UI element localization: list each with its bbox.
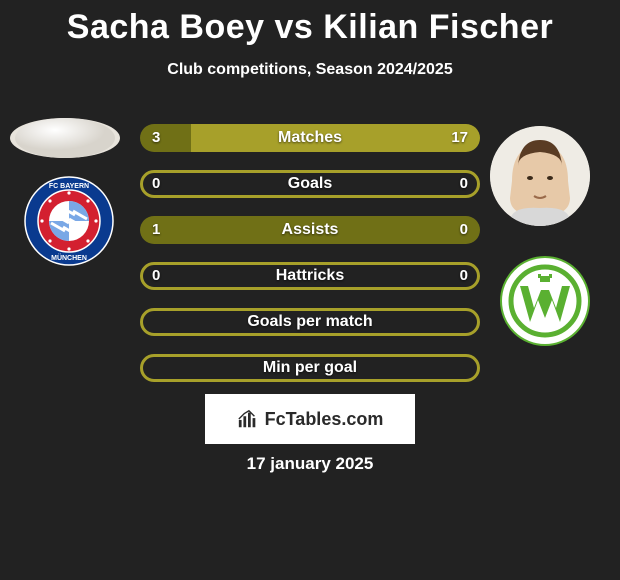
player-photo-left: [10, 118, 120, 158]
stat-value-left: 0: [152, 170, 160, 198]
stat-value-left: 0: [152, 262, 160, 290]
stat-row: Goals per match: [140, 308, 480, 336]
date-caption: 17 january 2025: [0, 454, 620, 474]
stat-label: Goals: [140, 170, 480, 198]
stats-area: Matches317Goals00Assists10Hattricks00Goa…: [140, 124, 480, 400]
stat-row: Min per goal: [140, 354, 480, 382]
comparison-infographic: Sacha Boey vs Kilian Fischer Club compet…: [0, 0, 620, 580]
wolfsburg-badge-icon: [500, 256, 590, 346]
stat-value-right: 0: [460, 262, 468, 290]
watermark-logo-icon: [237, 408, 259, 430]
stat-value-right: 0: [460, 216, 468, 244]
stat-bar: Goals0 0: [140, 170, 480, 198]
stat-label: Min per goal: [140, 354, 480, 382]
stat-value-right: 17: [451, 124, 468, 152]
club-badge-left: FC BAYERN MÜNCHEN: [24, 176, 114, 266]
stat-label: Goals per match: [140, 308, 480, 336]
avatar-icon: [490, 126, 590, 226]
player-photo-right: [490, 126, 590, 226]
stat-value-left: 3: [152, 124, 160, 152]
svg-text:MÜNCHEN: MÜNCHEN: [51, 253, 87, 262]
stat-row: Matches3 17: [140, 124, 480, 152]
stat-label: Matches: [140, 124, 480, 152]
stat-row: Hattricks0 0: [140, 262, 480, 290]
avatar-placeholder-icon: [10, 118, 120, 158]
stat-bar: Goals per match: [140, 308, 480, 336]
stat-row: Goals0 0: [140, 170, 480, 198]
stat-bar: Min per goal: [140, 354, 480, 382]
bayern-badge-icon: FC BAYERN MÜNCHEN: [24, 176, 114, 266]
watermark: FcTables.com: [205, 394, 415, 444]
club-badge-right: [500, 256, 590, 346]
stat-row: Assists1 0: [140, 216, 480, 244]
stat-bar: Assists1 0: [140, 216, 480, 244]
subtitle: Club competitions, Season 2024/2025: [0, 61, 620, 79]
stat-value-left: 1: [152, 216, 160, 244]
stat-label: Hattricks: [140, 262, 480, 290]
stat-bar: Matches3 17: [140, 124, 480, 152]
stat-bar: Hattricks0 0: [140, 262, 480, 290]
page-title: Sacha Boey vs Kilian Fischer: [0, 0, 620, 47]
stat-value-right: 0: [460, 170, 468, 198]
svg-text:FC BAYERN: FC BAYERN: [49, 183, 89, 190]
stat-label: Assists: [140, 216, 480, 244]
watermark-text: FcTables.com: [265, 409, 384, 430]
